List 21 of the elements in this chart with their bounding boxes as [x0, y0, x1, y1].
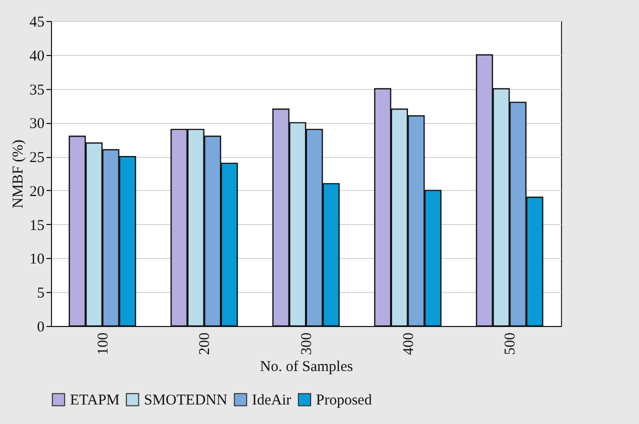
- legend-label: ETAPM: [70, 392, 120, 409]
- legend-label: IdeAir: [252, 392, 292, 409]
- y-tick-label: 45: [30, 14, 44, 30]
- x-tick-label: 200: [197, 332, 214, 355]
- legend-label: SMOTEDNN: [144, 392, 228, 409]
- y-axis-title: NMBF (%): [10, 140, 26, 208]
- legend-label: Proposed: [316, 392, 372, 409]
- y-tick-label: 20: [30, 184, 44, 200]
- y-tick-label: 35: [30, 82, 44, 98]
- y-tick-label: 0: [37, 320, 44, 336]
- y-tick-label: 40: [30, 48, 44, 64]
- x-tick-label: 300: [299, 332, 315, 355]
- x-tick-label: 400: [400, 332, 417, 355]
- y-tick-label: 30: [30, 116, 44, 132]
- x-axis-title: No. of Samples: [260, 359, 354, 375]
- y-tick-label: 15: [30, 218, 44, 234]
- y-tick-label: 10: [30, 252, 44, 268]
- x-tick-label: 500: [502, 332, 519, 355]
- x-tick-label: 100: [95, 332, 112, 355]
- y-tick-label: 25: [30, 150, 44, 166]
- y-tick-label: 5: [37, 286, 44, 302]
